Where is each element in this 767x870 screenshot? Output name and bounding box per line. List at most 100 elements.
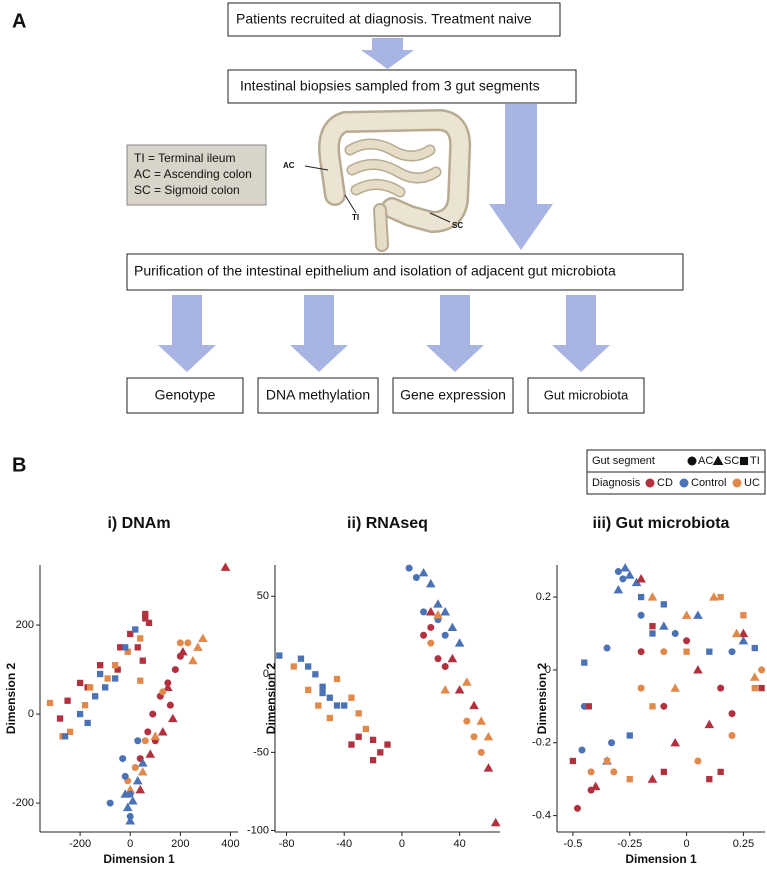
data-point bbox=[693, 610, 703, 619]
chart-title: iii) Gut microbiota bbox=[593, 515, 730, 532]
data-point bbox=[447, 622, 458, 632]
data-point bbox=[135, 784, 146, 794]
data-point bbox=[122, 644, 129, 651]
x-tick-label: -0.25 bbox=[617, 838, 642, 850]
data-point bbox=[469, 700, 479, 710]
y-tick-label: 200 bbox=[16, 619, 34, 631]
y-tick-label: -100 bbox=[247, 824, 269, 836]
data-point bbox=[441, 631, 449, 639]
data-point bbox=[134, 737, 142, 745]
data-point bbox=[362, 725, 370, 733]
data-point bbox=[637, 684, 645, 692]
data-point bbox=[178, 646, 188, 656]
data-point bbox=[603, 644, 611, 652]
data-point bbox=[149, 710, 157, 718]
key-text: SC = Sigmoid colon bbox=[134, 183, 240, 197]
legend-title: Gut segment bbox=[592, 455, 655, 467]
data-point bbox=[420, 608, 428, 616]
data-point bbox=[619, 575, 627, 583]
data-point bbox=[637, 648, 645, 656]
y-tick-label: 50 bbox=[257, 590, 269, 602]
data-point bbox=[341, 702, 348, 709]
data-point bbox=[670, 683, 681, 692]
data-point bbox=[626, 732, 633, 739]
data-point bbox=[333, 675, 341, 683]
data-point bbox=[355, 733, 362, 740]
data-point bbox=[683, 648, 690, 655]
x-tick-label: 0 bbox=[127, 838, 133, 850]
data-point bbox=[649, 630, 656, 637]
data-point bbox=[660, 702, 668, 710]
data-point bbox=[319, 683, 326, 690]
panel-label: B bbox=[12, 454, 26, 476]
data-point bbox=[704, 719, 715, 729]
data-point bbox=[139, 657, 146, 664]
y-tick-label: -0.4 bbox=[532, 810, 551, 822]
x-tick-label: 0 bbox=[684, 838, 690, 850]
data-point bbox=[587, 768, 595, 776]
x-tick-label: -80 bbox=[279, 838, 295, 850]
data-point bbox=[447, 653, 458, 663]
y-axis-label: Dimension 2 bbox=[4, 663, 18, 735]
data-point bbox=[585, 703, 592, 710]
legend-symbol bbox=[712, 455, 724, 466]
data-point bbox=[671, 629, 679, 637]
data-point bbox=[319, 689, 326, 697]
data-point bbox=[590, 781, 601, 791]
data-point bbox=[738, 628, 749, 638]
data-point bbox=[125, 784, 136, 794]
legend-title: Diagnosis bbox=[592, 477, 641, 489]
y-tick-label: 0 bbox=[545, 664, 551, 676]
data-point bbox=[81, 702, 89, 709]
data-point bbox=[454, 638, 465, 647]
x-tick-label: 40 bbox=[453, 838, 465, 850]
data-point bbox=[613, 584, 624, 594]
step-box bbox=[126, 253, 684, 291]
legend-label: SC bbox=[724, 455, 739, 467]
data-point bbox=[647, 774, 658, 783]
legend-symbol bbox=[687, 456, 697, 466]
data-point bbox=[145, 619, 153, 626]
data-point bbox=[626, 776, 633, 783]
data-point bbox=[649, 703, 656, 710]
data-point bbox=[158, 727, 168, 736]
step-box bbox=[227, 69, 577, 104]
data-point bbox=[738, 635, 749, 645]
data-point bbox=[97, 661, 104, 669]
data-point bbox=[440, 685, 450, 694]
data-point bbox=[114, 666, 121, 673]
x-tick-label: -200 bbox=[69, 838, 91, 850]
legend-symbol bbox=[732, 478, 742, 488]
data-point bbox=[91, 693, 99, 700]
data-point bbox=[326, 694, 333, 701]
data-point bbox=[608, 739, 616, 747]
data-point bbox=[119, 755, 127, 763]
data-point bbox=[132, 776, 143, 785]
data-point bbox=[122, 802, 133, 812]
arrow bbox=[290, 295, 348, 372]
data-point bbox=[176, 639, 184, 647]
data-point bbox=[56, 715, 64, 722]
key-text: TI = Terminal ileum bbox=[134, 151, 235, 165]
data-point bbox=[142, 610, 149, 618]
data-point bbox=[717, 768, 724, 776]
data-point bbox=[717, 593, 724, 601]
data-point bbox=[198, 633, 208, 643]
segment-label: AC bbox=[283, 161, 295, 170]
data-point bbox=[127, 796, 138, 805]
output-box bbox=[126, 377, 244, 414]
data-point bbox=[137, 758, 148, 767]
data-point bbox=[184, 639, 192, 647]
data-point bbox=[427, 639, 435, 647]
data-point bbox=[132, 626, 139, 633]
legend-label: TI bbox=[750, 455, 760, 467]
data-point bbox=[46, 699, 54, 707]
data-point bbox=[150, 731, 161, 740]
data-point bbox=[168, 713, 178, 723]
data-point bbox=[463, 717, 471, 725]
data-point bbox=[84, 719, 91, 727]
data-point bbox=[369, 736, 377, 744]
data-point bbox=[477, 748, 485, 756]
data-point bbox=[440, 607, 450, 616]
data-point bbox=[693, 665, 703, 674]
